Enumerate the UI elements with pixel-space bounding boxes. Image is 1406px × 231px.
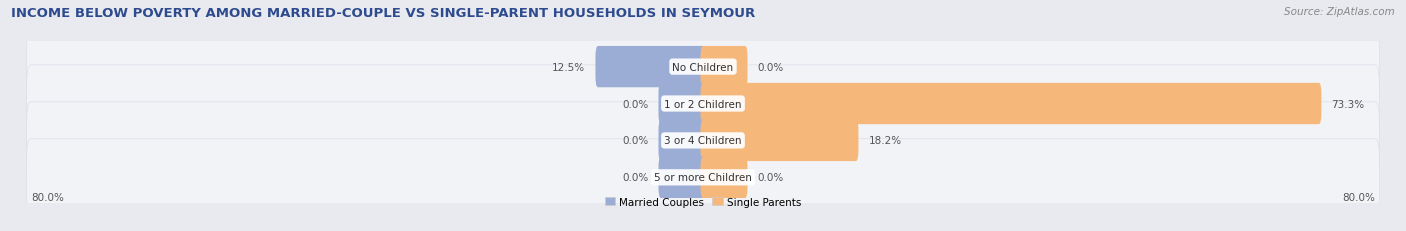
FancyBboxPatch shape [700,83,1322,125]
Text: 18.2%: 18.2% [869,136,901,146]
FancyBboxPatch shape [27,29,1379,106]
Text: 0.0%: 0.0% [621,99,648,109]
Text: 80.0%: 80.0% [1343,193,1375,203]
Text: INCOME BELOW POVERTY AMONG MARRIED-COUPLE VS SINGLE-PARENT HOUSEHOLDS IN SEYMOUR: INCOME BELOW POVERTY AMONG MARRIED-COUPL… [11,7,755,20]
Text: 73.3%: 73.3% [1331,99,1365,109]
Text: 12.5%: 12.5% [553,62,585,72]
Text: 0.0%: 0.0% [758,62,785,72]
FancyBboxPatch shape [658,157,706,198]
Text: No Children: No Children [672,62,734,72]
FancyBboxPatch shape [596,47,706,88]
Text: 0.0%: 0.0% [621,136,648,146]
FancyBboxPatch shape [27,102,1379,179]
Text: 5 or more Children: 5 or more Children [654,173,752,182]
Text: 0.0%: 0.0% [621,173,648,182]
FancyBboxPatch shape [700,120,859,161]
Text: 3 or 4 Children: 3 or 4 Children [664,136,742,146]
Text: 0.0%: 0.0% [758,173,785,182]
FancyBboxPatch shape [658,83,706,125]
Legend: Married Couples, Single Parents: Married Couples, Single Parents [600,193,806,211]
Text: Source: ZipAtlas.com: Source: ZipAtlas.com [1284,7,1395,17]
Text: 1 or 2 Children: 1 or 2 Children [664,99,742,109]
FancyBboxPatch shape [658,120,706,161]
FancyBboxPatch shape [700,47,748,88]
FancyBboxPatch shape [27,139,1379,216]
Text: 80.0%: 80.0% [31,193,63,203]
FancyBboxPatch shape [27,66,1379,143]
FancyBboxPatch shape [700,157,748,198]
